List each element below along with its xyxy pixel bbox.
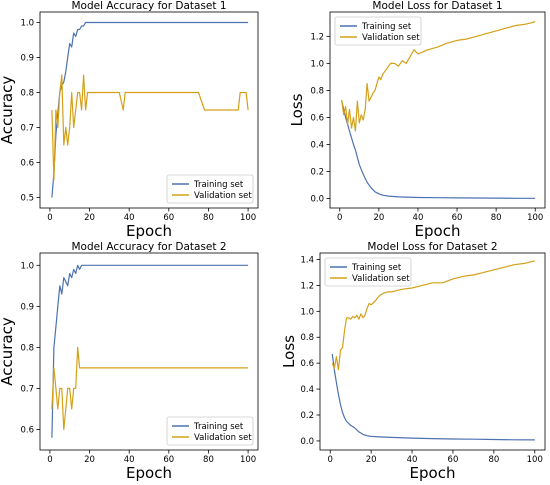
chart-panel-2: Model Loss for Dataset 1 0 20 40 60 80 100 0.0 0… <box>288 0 546 240</box>
legend-entry: Validation set <box>194 433 252 443</box>
legend-entry: Training set <box>361 22 412 32</box>
y-tick-label: 1.2 <box>310 32 324 42</box>
y-tick-label: 0.8 <box>20 89 34 99</box>
legend-entry: Validation set <box>352 274 410 284</box>
x-tick-label: 20 <box>366 455 377 465</box>
x-tick-label: 20 <box>84 213 95 223</box>
series-line-training <box>331 354 535 441</box>
y-tick-label: 0.0 <box>300 437 314 447</box>
x-tick-label: 0 <box>328 455 333 465</box>
y-axis-label: Accuracy <box>0 76 16 145</box>
legend-entry: Validation set <box>194 191 252 201</box>
y-tick-label: 1.0 <box>20 19 34 29</box>
legend-entry: Validation set <box>362 33 420 43</box>
y-tick-label: 0.8 <box>310 86 324 96</box>
y-tick-label: 0.8 <box>300 333 314 343</box>
x-tick-label: 20 <box>84 455 95 465</box>
y-tick-label: 1.0 <box>310 59 324 69</box>
y-tick-label: 0.6 <box>20 425 34 435</box>
series-line-training <box>51 264 249 438</box>
legend-entry: Training set <box>351 263 402 273</box>
x-tick-label: 60 <box>452 213 463 223</box>
series-line-training <box>341 101 536 199</box>
x-tick-label: 80 <box>203 213 214 223</box>
plot-frame <box>39 252 259 451</box>
y-tick-label: 0.7 <box>20 384 34 394</box>
x-axis-label: Epoch <box>410 464 456 482</box>
x-tick-label: 100 <box>240 455 256 465</box>
series-line-validation <box>331 260 535 371</box>
x-tick-label: 80 <box>488 455 499 465</box>
plot-frame <box>329 11 546 209</box>
y-tick-label: 0.0 <box>310 195 324 205</box>
y-tick-label: 0.9 <box>20 54 34 64</box>
y-tick-label: 1.0 <box>20 261 34 271</box>
y-tick-label: 0.9 <box>20 302 34 312</box>
y-tick-label: 0.7 <box>20 124 34 134</box>
y-tick-label: 1.4 <box>300 255 314 265</box>
chart-title: Model Accuracy for Dataset 2 <box>71 241 226 253</box>
legend-entry: Training set <box>193 180 244 190</box>
y-tick-label: 0.6 <box>300 359 314 369</box>
y-axis-label: Accuracy <box>0 317 16 386</box>
x-tick-label: 40 <box>413 213 424 223</box>
chart-panel-4: Model Loss for Dataset 2 0 20 40 60 80 100 0.0 0… <box>280 241 546 482</box>
legend-box <box>166 416 254 446</box>
x-tick-label: 100 <box>240 213 256 223</box>
x-tick-label: 20 <box>373 213 384 223</box>
series-line-validation <box>341 20 536 132</box>
y-tick-label: 0.5 <box>20 194 34 204</box>
x-tick-label: 100 <box>527 213 543 223</box>
legend-box <box>324 257 412 287</box>
x-tick-label: 0 <box>337 213 342 223</box>
plot-frame <box>319 252 546 451</box>
legend-box <box>166 174 254 204</box>
x-tick-label: 40 <box>124 455 135 465</box>
x-tick-label: 60 <box>163 213 174 223</box>
y-tick-label: 0.6 <box>20 159 34 169</box>
x-tick-label: 60 <box>163 455 174 465</box>
x-tick-label: 80 <box>491 213 502 223</box>
x-tick-label: 80 <box>203 455 214 465</box>
chart-panel-1: Model Accuracy for Dataset 1 0 20 40 60 80 100… <box>0 0 259 240</box>
y-tick-label: 0.4 <box>310 140 324 150</box>
y-tick-label: 0.6 <box>310 113 324 123</box>
chart-title: Model Loss for Dataset 2 <box>367 241 497 253</box>
legend-entry: Training set <box>193 422 244 432</box>
plot-frame <box>39 11 259 209</box>
series-line-validation <box>51 346 249 431</box>
legend-box <box>334 16 422 46</box>
x-tick-label: 40 <box>407 455 418 465</box>
x-tick-label: 60 <box>448 455 459 465</box>
x-tick-label: 0 <box>47 213 52 223</box>
x-tick-label: 100 <box>527 455 543 465</box>
x-axis-label: Epoch <box>126 222 172 240</box>
chart-panel-3: Model Accuracy for Dataset 2 0 20 40 60 80 100… <box>0 241 259 482</box>
y-tick-label: 0.2 <box>300 411 314 421</box>
chart-title: Model Accuracy for Dataset 1 <box>71 0 226 12</box>
y-tick-label: 0.4 <box>300 385 314 395</box>
y-tick-label: 1.0 <box>300 307 314 317</box>
x-axis-label: Epoch <box>126 464 172 482</box>
x-tick-label: 0 <box>47 455 52 465</box>
y-tick-label: 0.2 <box>310 168 324 178</box>
chart-title: Model Loss for Dataset 1 <box>372 0 502 12</box>
x-tick-label: 40 <box>124 213 135 223</box>
y-tick-label: 1.2 <box>300 281 314 291</box>
y-axis-label: Loss <box>288 93 306 126</box>
series-line-validation <box>51 74 249 181</box>
x-axis-label: Epoch <box>415 222 461 240</box>
y-tick-label: 0.8 <box>20 343 34 353</box>
y-axis-label: Loss <box>280 335 298 368</box>
